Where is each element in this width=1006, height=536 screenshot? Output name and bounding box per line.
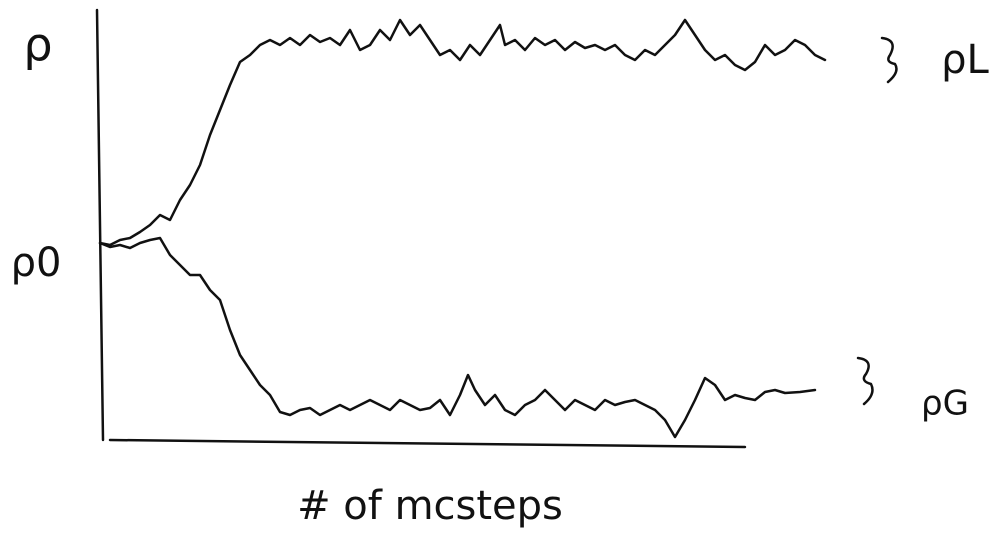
y-axis-label: ρ: [23, 18, 52, 72]
sketch: ρ ρ0 ρL ρG # of mcsteps: [0, 0, 1006, 536]
upper-label: ρL: [941, 37, 989, 83]
lower-label: ρG: [921, 384, 969, 424]
start-label: ρ0: [11, 240, 62, 286]
background: [0, 0, 1006, 536]
x-axis-label: # of mcsteps: [297, 483, 563, 529]
